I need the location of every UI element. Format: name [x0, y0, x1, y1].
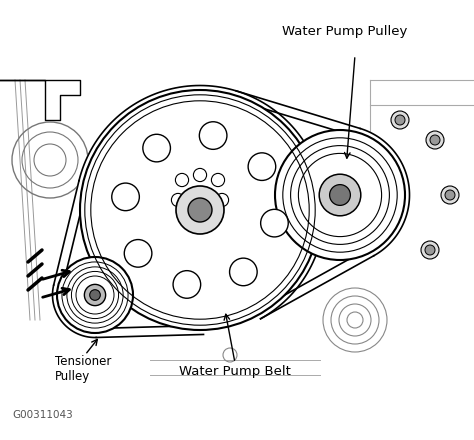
Polygon shape [79, 85, 325, 319]
Circle shape [215, 194, 228, 207]
Polygon shape [53, 285, 96, 337]
Circle shape [188, 198, 212, 222]
Circle shape [261, 209, 288, 237]
Circle shape [143, 134, 171, 162]
Text: G00311043: G00311043 [12, 410, 73, 420]
Circle shape [80, 90, 320, 330]
Circle shape [57, 257, 133, 333]
Circle shape [248, 153, 276, 180]
Circle shape [201, 189, 215, 202]
Polygon shape [234, 91, 360, 137]
Circle shape [395, 115, 405, 125]
Circle shape [124, 239, 152, 267]
Circle shape [275, 130, 405, 260]
Circle shape [445, 190, 455, 200]
Text: Tensioner
Pulley: Tensioner Pulley [55, 355, 111, 383]
Circle shape [201, 211, 215, 224]
Circle shape [84, 284, 106, 306]
Circle shape [425, 245, 435, 255]
Circle shape [183, 211, 197, 224]
Circle shape [229, 258, 257, 286]
Circle shape [175, 173, 189, 187]
Text: Water Pump Pulley: Water Pump Pulley [283, 25, 408, 38]
Circle shape [90, 290, 100, 301]
Polygon shape [256, 248, 374, 319]
Circle shape [173, 271, 201, 298]
Polygon shape [96, 326, 203, 337]
Circle shape [426, 131, 444, 149]
Circle shape [441, 186, 459, 204]
Circle shape [211, 173, 225, 187]
Circle shape [187, 189, 201, 202]
Circle shape [319, 174, 361, 216]
Circle shape [200, 122, 227, 149]
Circle shape [430, 135, 440, 145]
Circle shape [112, 183, 139, 211]
Polygon shape [54, 181, 88, 287]
Circle shape [329, 185, 350, 205]
Polygon shape [357, 128, 410, 256]
Text: Water Pump Belt: Water Pump Belt [179, 365, 291, 378]
Circle shape [193, 169, 207, 182]
Circle shape [172, 194, 184, 207]
Circle shape [176, 186, 224, 234]
Circle shape [391, 111, 409, 129]
Circle shape [421, 241, 439, 259]
